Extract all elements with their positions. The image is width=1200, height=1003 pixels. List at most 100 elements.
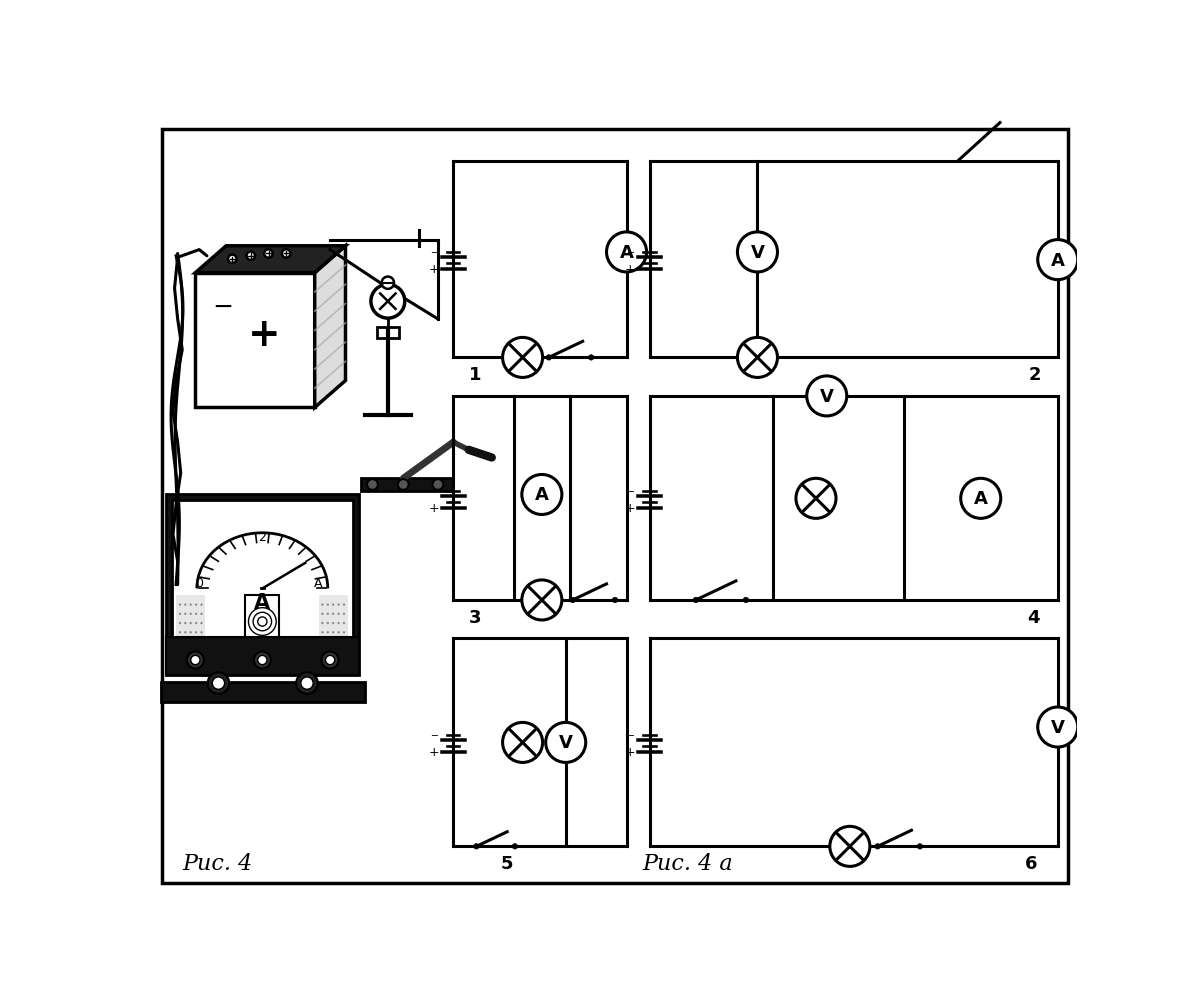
- Circle shape: [343, 604, 346, 606]
- Circle shape: [322, 613, 324, 616]
- Circle shape: [830, 826, 870, 867]
- Circle shape: [512, 844, 517, 850]
- Bar: [361, 478, 454, 491]
- Text: 2: 2: [1028, 366, 1040, 384]
- Circle shape: [326, 613, 329, 616]
- Circle shape: [343, 632, 346, 634]
- Text: Рис. 4: Рис. 4: [182, 853, 252, 875]
- Text: ─: ─: [628, 730, 634, 740]
- Circle shape: [190, 622, 192, 625]
- Circle shape: [325, 656, 335, 665]
- Circle shape: [179, 632, 181, 634]
- Circle shape: [522, 581, 562, 621]
- Text: ─: ─: [431, 248, 437, 258]
- Circle shape: [253, 613, 271, 631]
- Circle shape: [337, 604, 340, 606]
- Text: +: +: [625, 745, 636, 758]
- Circle shape: [875, 844, 881, 850]
- Text: A: A: [974, 489, 988, 508]
- Circle shape: [332, 632, 335, 634]
- Circle shape: [248, 608, 276, 636]
- Text: ─: ─: [628, 248, 634, 258]
- Text: +: +: [428, 745, 439, 758]
- Circle shape: [322, 622, 324, 625]
- Circle shape: [343, 622, 346, 625]
- Text: V: V: [750, 244, 764, 262]
- Circle shape: [187, 652, 204, 669]
- Text: 6: 6: [1025, 855, 1037, 873]
- Bar: [173, 500, 353, 639]
- Circle shape: [1038, 241, 1078, 281]
- Circle shape: [503, 723, 542, 762]
- Circle shape: [332, 604, 335, 606]
- Circle shape: [179, 622, 181, 625]
- Circle shape: [337, 613, 340, 616]
- Bar: [166, 637, 359, 676]
- Bar: [196, 274, 314, 408]
- Circle shape: [191, 656, 200, 665]
- Circle shape: [190, 632, 192, 634]
- Circle shape: [208, 673, 229, 694]
- Circle shape: [282, 250, 290, 259]
- Text: 1: 1: [469, 366, 481, 384]
- Bar: [176, 595, 205, 637]
- Circle shape: [212, 677, 224, 690]
- Circle shape: [337, 632, 340, 634]
- Circle shape: [332, 622, 335, 625]
- Circle shape: [503, 338, 542, 378]
- Circle shape: [322, 604, 324, 606]
- Circle shape: [184, 632, 186, 634]
- Bar: [377, 328, 398, 339]
- Circle shape: [588, 355, 594, 361]
- Bar: [161, 682, 365, 702]
- Text: 5: 5: [500, 855, 514, 873]
- Text: 0: 0: [194, 576, 203, 589]
- Text: ─: ─: [431, 486, 437, 496]
- Circle shape: [474, 844, 479, 850]
- Circle shape: [606, 233, 647, 273]
- Text: V: V: [559, 733, 572, 751]
- Circle shape: [184, 622, 186, 625]
- Circle shape: [228, 256, 236, 264]
- Text: +: +: [625, 502, 636, 515]
- Circle shape: [194, 604, 197, 606]
- Circle shape: [326, 632, 329, 634]
- Circle shape: [194, 613, 197, 616]
- Text: V: V: [1051, 718, 1064, 736]
- Circle shape: [322, 632, 324, 634]
- Circle shape: [296, 673, 318, 694]
- Circle shape: [301, 677, 313, 690]
- Circle shape: [184, 613, 186, 616]
- Text: A: A: [535, 486, 548, 504]
- Text: Рис. 4 а: Рис. 4 а: [642, 853, 732, 875]
- Text: A: A: [254, 593, 270, 613]
- Circle shape: [179, 613, 181, 616]
- Circle shape: [194, 632, 197, 634]
- Text: 3: 3: [469, 608, 481, 626]
- Circle shape: [961, 478, 1001, 519]
- Circle shape: [264, 250, 272, 259]
- Polygon shape: [314, 247, 346, 408]
- Circle shape: [258, 656, 266, 665]
- Text: ─: ─: [431, 730, 437, 740]
- Text: ─: ─: [215, 296, 230, 320]
- Circle shape: [337, 622, 340, 625]
- Circle shape: [367, 479, 378, 490]
- Circle shape: [738, 338, 778, 378]
- Circle shape: [796, 478, 836, 519]
- Circle shape: [200, 613, 203, 616]
- Circle shape: [1038, 707, 1078, 747]
- Text: A: A: [1051, 252, 1064, 270]
- Circle shape: [246, 253, 256, 261]
- Circle shape: [546, 355, 552, 361]
- Text: +: +: [428, 263, 439, 276]
- Circle shape: [570, 598, 575, 603]
- Circle shape: [917, 844, 923, 850]
- Text: 4: 4: [1027, 608, 1039, 626]
- Polygon shape: [196, 247, 346, 274]
- Circle shape: [326, 622, 329, 625]
- Bar: [318, 595, 348, 637]
- Circle shape: [258, 617, 266, 627]
- Circle shape: [190, 604, 192, 606]
- Bar: [166, 494, 359, 676]
